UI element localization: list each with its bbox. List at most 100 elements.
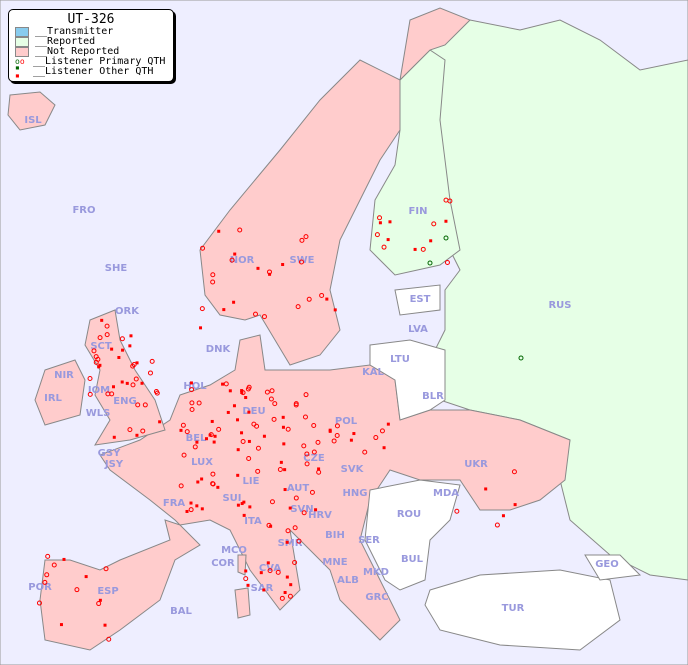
listener-other-marker [59, 623, 63, 627]
listener-primary-marker [331, 438, 337, 444]
listener-primary-marker [494, 522, 500, 528]
listener-other-marker [204, 437, 208, 441]
listener-primary-marker [443, 197, 449, 203]
listener-primary-marker [269, 499, 275, 505]
listener-primary-marker [240, 439, 246, 445]
listener-primary-marker [252, 311, 258, 317]
country-label-sui: SUI [222, 493, 241, 504]
listener-other-marker [282, 442, 286, 446]
listener-primary-marker [275, 569, 281, 575]
listener-primary-marker [311, 422, 317, 428]
country-label-hol: HOL [183, 381, 207, 392]
region-isl [7, 91, 56, 131]
listener-primary-marker [200, 245, 206, 251]
listener-other-marker [240, 431, 244, 435]
listener-primary-marker [91, 348, 97, 354]
listener-other-marker [513, 503, 517, 507]
country-label-dnk: DNK [206, 344, 232, 355]
listener-primary-marker [279, 595, 285, 601]
country-label-por: POR [28, 582, 52, 593]
listener-primary-marker [272, 401, 278, 407]
listener-other-marker [212, 440, 216, 444]
listener-other-marker [388, 220, 392, 224]
listener-primary-marker [255, 468, 261, 474]
country-label-aut: AUT [287, 483, 310, 494]
listener-other-marker [222, 308, 226, 312]
listener-primary-marker [178, 483, 184, 489]
listener-primary-marker [199, 306, 205, 312]
listener-other-marker [196, 480, 200, 484]
listener-primary-marker [245, 386, 251, 392]
country-label-eng: ENG [113, 396, 136, 407]
listener-other-marker [382, 446, 386, 450]
country-label-bul: BUL [401, 554, 424, 565]
listener-primary-marker [362, 449, 368, 455]
listener-primary-marker [149, 358, 155, 364]
listener-primary-marker [184, 429, 190, 435]
country-label-nir: NIR [54, 370, 74, 381]
listener-primary-marker [105, 391, 111, 397]
listener-other-marker [232, 404, 236, 408]
country-label-bel: BEL [186, 433, 207, 444]
listener-other-marker [413, 247, 417, 251]
country-label-alb: ALB [337, 575, 359, 586]
country-label-esp: ESP [97, 586, 118, 597]
country-label-svk: SVK [341, 464, 365, 475]
country-label-pol: POL [335, 416, 358, 427]
listener-primary-marker [104, 323, 110, 329]
listener-primary-marker [266, 522, 272, 528]
listener-other-marker [135, 433, 139, 437]
not-reported-swatch [15, 47, 29, 57]
listener-primary-marker [271, 416, 277, 422]
listener-primary-marker [127, 427, 133, 433]
listener-primary-marker [277, 466, 283, 472]
country-label-isl: ISL [24, 115, 42, 126]
reported-swatch [15, 37, 29, 47]
region-sar [234, 587, 251, 619]
listener-primary-marker [192, 444, 198, 450]
listener-other-marker [247, 410, 251, 414]
country-label-rus: RUS [548, 300, 571, 311]
country-label-fro: FRO [72, 205, 95, 216]
listener-primary-marker [96, 601, 102, 607]
listener-other-marker [112, 435, 116, 439]
listener-primary-marker-green [427, 260, 433, 266]
listener-primary-marker [153, 388, 159, 394]
listener-other-marker [129, 334, 133, 338]
listener-other-marker [200, 507, 204, 511]
listener-primary-marker [87, 391, 93, 397]
listener-primary-marker-green [518, 355, 524, 361]
listener-other-marker [233, 252, 237, 256]
listener-other-marker [179, 428, 183, 432]
listener-other-marker [217, 229, 221, 233]
listener-primary-marker [97, 335, 103, 341]
country-label-lva: LVA [408, 324, 428, 335]
listener-primary-marker [268, 396, 274, 402]
listener-other-marker [268, 272, 272, 276]
listener-primary-marker [229, 257, 235, 263]
listener-other-marker [216, 485, 220, 489]
listener-other-marker [98, 598, 102, 602]
listener-primary-marker [130, 382, 136, 388]
listener-primary-marker [216, 426, 222, 432]
listener-primary-marker [74, 587, 80, 593]
listener-other-marker [125, 381, 129, 385]
listener-other-marker [103, 623, 107, 627]
transmitter-swatch [15, 27, 29, 37]
region-tur [424, 569, 621, 651]
listener-primary-marker [377, 215, 383, 221]
region-balkans-white [364, 479, 461, 591]
country-label-jsy: JSY [104, 459, 124, 470]
listener-other-marker [84, 575, 88, 579]
listener-other-marker [98, 363, 102, 367]
country-label-fra: FRA [163, 498, 186, 509]
listener-other-marker [121, 348, 125, 352]
listener-other-marker [240, 389, 244, 393]
listener-other-marker [281, 425, 285, 429]
listener-other-marker [111, 385, 115, 389]
listener-primary-marker [223, 381, 229, 387]
listener-primary-marker [311, 449, 317, 455]
listener-primary-marker [269, 388, 275, 394]
region-scandinavia [199, 7, 471, 366]
